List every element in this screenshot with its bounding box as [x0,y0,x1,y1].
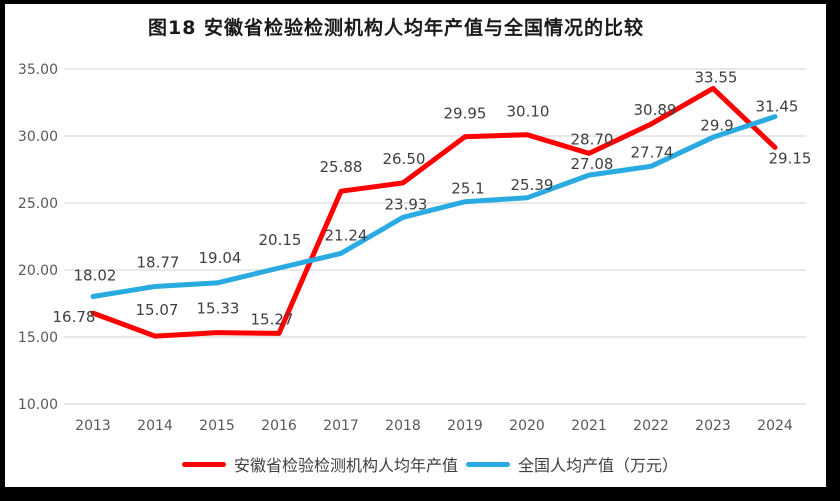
x-tick-label: 2017 [323,418,359,434]
x-tick-label: 2020 [509,418,545,434]
data-label: 27.08 [571,155,614,173]
data-label: 30.89 [634,101,677,119]
data-label: 28.70 [571,130,614,148]
x-tick-label: 2018 [385,418,421,434]
legend-swatch-anhui [181,461,226,467]
frame-border-right [826,0,840,501]
x-tick-label: 2015 [199,418,235,434]
x-tick-label: 2022 [633,418,669,434]
data-label: 15.27 [251,310,294,328]
data-label: 21.24 [325,226,368,244]
frame-border-bottom [0,487,840,501]
series-line-national [90,114,778,299]
y-tick-label: 20.00 [18,263,58,279]
x-tick-label: 2014 [137,418,173,434]
frame-border-left [0,0,5,501]
data-label: 27.74 [631,143,674,161]
data-label: 29.95 [444,105,487,123]
legend: 安徽省检验检测机构人均年产值 全国人均产值（万元） [0,452,840,476]
data-label: 25.1 [451,180,484,198]
y-tick-label: 30.00 [18,129,58,145]
y-tick-label: 10.00 [18,397,58,413]
data-label: 25.88 [320,158,363,176]
legend-swatch-national [466,461,510,467]
x-tick-label: 2024 [757,418,793,434]
x-tick-label: 2013 [75,418,111,434]
x-tick-label: 2019 [447,418,483,434]
data-label: 23.93 [385,195,428,213]
data-label: 18.77 [137,253,180,271]
data-label: 30.10 [507,103,550,121]
data-label: 16.78 [53,308,96,326]
data-label: 18.02 [74,267,117,285]
data-label: 25.39 [511,176,554,194]
frame-border-top [0,0,840,4]
data-label: 26.50 [383,150,426,168]
data-label: 29.15 [769,149,812,167]
data-label: 33.55 [695,68,738,86]
legend-label-anhui: 安徽省检验检测机构人均年产值 [233,456,458,475]
data-label: 19.04 [199,249,242,267]
y-tick-label: 25.00 [18,196,58,212]
data-label: 31.45 [756,98,799,116]
legend-label-national: 全国人均产值（万元） [518,456,679,475]
x-tick-label: 2016 [261,418,297,434]
data-label: 29.9 [700,116,733,134]
data-label: 15.07 [136,301,179,319]
x-tick-label: 2021 [571,418,607,434]
data-label: 15.33 [197,300,240,318]
y-tick-label: 35.00 [18,62,58,78]
y-tick-label: 15.00 [18,330,58,346]
x-tick-label: 2023 [695,418,731,434]
data-label: 20.15 [259,231,302,249]
series-line-anhui [90,85,778,339]
chart-title: 图18 安徽省检验检测机构人均年产值与全国情况的比较 [147,17,645,39]
